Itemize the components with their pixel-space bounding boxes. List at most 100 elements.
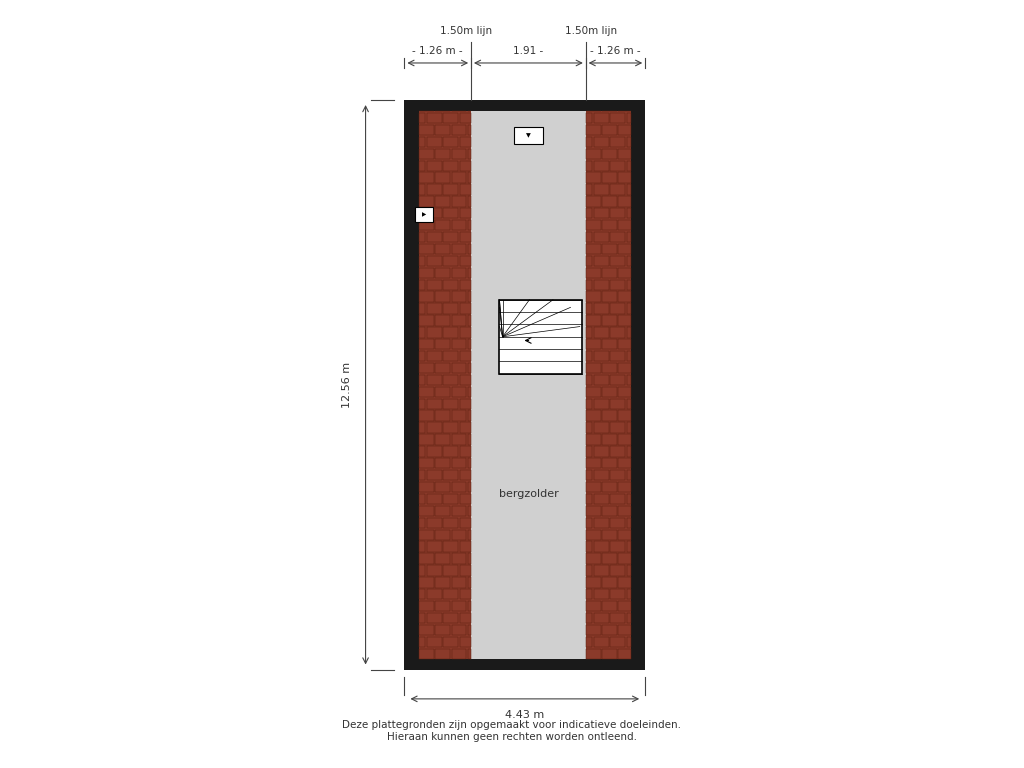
Bar bbox=[627, 161, 631, 171]
Bar bbox=[419, 565, 426, 576]
Bar bbox=[419, 422, 426, 432]
Bar bbox=[460, 518, 471, 528]
Bar bbox=[435, 458, 451, 468]
Bar bbox=[627, 232, 631, 243]
Bar bbox=[602, 434, 616, 445]
Bar bbox=[452, 482, 467, 492]
Bar bbox=[471, 111, 586, 659]
Bar bbox=[419, 256, 426, 266]
Text: 1.91 -: 1.91 - bbox=[513, 46, 544, 56]
Bar bbox=[443, 351, 459, 361]
Bar bbox=[627, 137, 631, 147]
Bar bbox=[594, 327, 608, 337]
Bar bbox=[419, 446, 426, 456]
Bar bbox=[435, 386, 451, 397]
Bar bbox=[610, 565, 625, 576]
Bar bbox=[602, 220, 616, 230]
Bar bbox=[602, 292, 616, 302]
Bar bbox=[443, 518, 459, 528]
Bar bbox=[452, 339, 467, 349]
Bar bbox=[460, 613, 471, 624]
Bar bbox=[468, 268, 471, 278]
Bar bbox=[610, 351, 625, 361]
Bar bbox=[468, 625, 471, 635]
Bar bbox=[435, 268, 451, 278]
Bar bbox=[586, 173, 600, 183]
Bar bbox=[427, 565, 442, 576]
Bar bbox=[419, 434, 434, 445]
Bar bbox=[586, 184, 592, 195]
Bar bbox=[460, 589, 471, 599]
Bar bbox=[427, 184, 442, 195]
Bar bbox=[460, 637, 471, 647]
Bar bbox=[427, 613, 442, 624]
Bar bbox=[419, 613, 426, 624]
Bar bbox=[452, 625, 467, 635]
Bar bbox=[610, 232, 625, 243]
Bar bbox=[435, 244, 451, 254]
Bar bbox=[404, 100, 645, 670]
Bar bbox=[594, 518, 608, 528]
Bar bbox=[435, 220, 451, 230]
Bar bbox=[460, 137, 471, 147]
Bar bbox=[419, 494, 426, 504]
Bar bbox=[586, 268, 600, 278]
Bar bbox=[586, 589, 592, 599]
Text: ▼: ▼ bbox=[526, 134, 530, 138]
Bar bbox=[419, 303, 426, 313]
Bar bbox=[419, 292, 434, 302]
Bar bbox=[419, 268, 434, 278]
Bar bbox=[427, 303, 442, 313]
Bar bbox=[618, 458, 631, 468]
Bar bbox=[610, 208, 625, 219]
Bar bbox=[586, 137, 592, 147]
Bar bbox=[419, 648, 434, 659]
Bar bbox=[618, 173, 631, 183]
Bar bbox=[468, 529, 471, 540]
Bar bbox=[594, 613, 608, 624]
Bar bbox=[610, 113, 625, 124]
Bar bbox=[427, 589, 442, 599]
Bar bbox=[586, 161, 592, 171]
Bar bbox=[419, 244, 434, 254]
Bar bbox=[419, 553, 434, 564]
Bar bbox=[610, 637, 625, 647]
Bar bbox=[419, 518, 426, 528]
Bar bbox=[610, 589, 625, 599]
Bar bbox=[460, 280, 471, 290]
Bar bbox=[460, 351, 471, 361]
Bar bbox=[610, 494, 625, 504]
Bar bbox=[618, 268, 631, 278]
Bar bbox=[618, 386, 631, 397]
Bar bbox=[419, 149, 434, 159]
Bar bbox=[618, 529, 631, 540]
Bar bbox=[602, 578, 616, 588]
Bar bbox=[419, 339, 434, 349]
Bar bbox=[468, 315, 471, 326]
Bar bbox=[443, 375, 459, 385]
Bar bbox=[419, 351, 426, 361]
Bar bbox=[586, 362, 600, 373]
Bar bbox=[427, 161, 442, 171]
Bar bbox=[586, 399, 592, 409]
Bar bbox=[586, 315, 600, 326]
Bar bbox=[594, 637, 608, 647]
Bar bbox=[435, 362, 451, 373]
Bar bbox=[452, 292, 467, 302]
Bar bbox=[452, 362, 467, 373]
Bar bbox=[586, 292, 600, 302]
Bar bbox=[460, 375, 471, 385]
Bar bbox=[452, 125, 467, 135]
Bar bbox=[460, 161, 471, 171]
Bar bbox=[586, 637, 592, 647]
Bar bbox=[443, 422, 459, 432]
Bar bbox=[427, 422, 442, 432]
Bar bbox=[427, 232, 442, 243]
Bar bbox=[460, 565, 471, 576]
Bar bbox=[586, 541, 592, 551]
Bar bbox=[594, 303, 608, 313]
Bar bbox=[618, 362, 631, 373]
Bar bbox=[419, 399, 426, 409]
Bar bbox=[468, 505, 471, 516]
Bar bbox=[586, 244, 600, 254]
